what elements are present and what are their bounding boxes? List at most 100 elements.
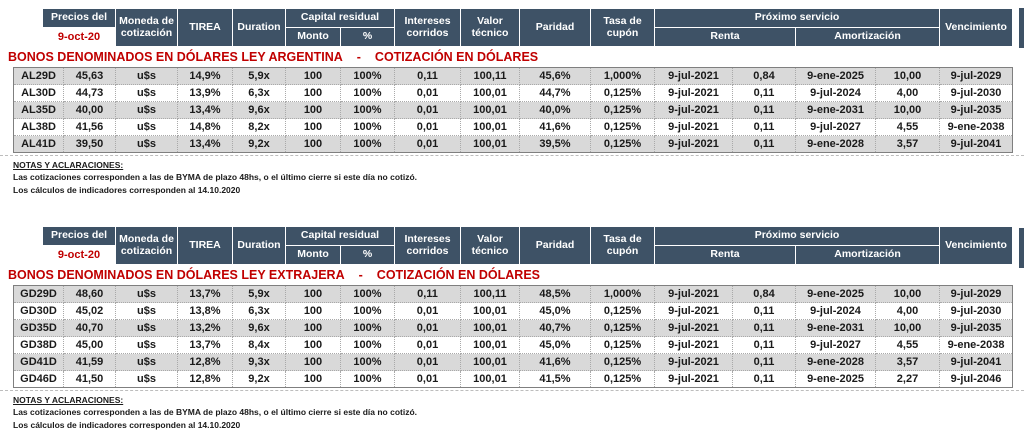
cell: 0,125% [590, 370, 655, 388]
cell: 100 [285, 353, 341, 371]
cell: 45,6% [519, 67, 591, 85]
cell: 100,01 [460, 319, 520, 337]
table-row: GD30D 45,02 u$s 13,8% 6,3x 100 100% 0,01 100,01 4… [13, 302, 1013, 320]
cell: 100 [285, 101, 341, 119]
cell: AL30D [13, 84, 64, 102]
cell: u$s [115, 118, 178, 136]
cell: u$s [115, 302, 178, 320]
notes-heading: NOTAS Y ACLARACIONES: [13, 395, 124, 405]
cell: 0,11 [732, 370, 796, 388]
cell: 100% [340, 370, 395, 388]
cell: 9-ene-2038 [939, 118, 1013, 136]
bond-data-table-extrajera: GD29D 48,60 u$s 13,7% 5,9x 100 100% 0,11 100,11 4… [13, 285, 1013, 388]
cell: 4,55 [875, 118, 940, 136]
cell: 0,11 [732, 135, 796, 153]
cell: 10,00 [875, 285, 940, 303]
cell: 0,11 [732, 302, 796, 320]
cell: u$s [115, 101, 178, 119]
cell: 9-jul-2021 [654, 118, 733, 136]
table-row: AL35D 40,00 u$s 13,4% 9,6x 100 100% 0,01 100,01 4… [13, 101, 1013, 119]
cell: 0,01 [394, 101, 461, 119]
cell: 10,00 [875, 319, 940, 337]
price-date: 9-oct-20 [42, 27, 116, 47]
cell: 100% [340, 319, 395, 337]
cell: 9-jul-2041 [939, 135, 1013, 153]
cell: 0,01 [394, 135, 461, 153]
cell: 4,00 [875, 84, 940, 102]
cell: 9-ene-2028 [795, 353, 876, 371]
notes-heading: NOTAS Y ACLARACIONES: [13, 160, 124, 170]
col-amortizacion: Amortización [795, 245, 940, 265]
cell: 8,2x [232, 118, 286, 136]
col-paridad: Paridad [519, 8, 591, 47]
cell: 100 [285, 84, 341, 102]
cell: GD30D [13, 302, 64, 320]
cell: 9-jul-2041 [939, 353, 1013, 371]
cell: 40,0% [519, 101, 591, 119]
cell: 9,6x [232, 319, 286, 337]
cutoff-column-sliver [1019, 8, 1024, 48]
cell: u$s [115, 135, 178, 153]
col-intereses-corridos: Intereses corridos [394, 226, 461, 265]
cell: 44,73 [63, 84, 116, 102]
cell: u$s [115, 370, 178, 388]
cell: 100% [340, 84, 395, 102]
col-proximo-servicio: Próximo servicio [654, 226, 940, 246]
cell: 48,5% [519, 285, 591, 303]
cell: 100,01 [460, 135, 520, 153]
col-tasa-de-cupon: Tasa de cupón [590, 226, 655, 265]
cell: 100 [285, 285, 341, 303]
cell: 0,11 [394, 67, 461, 85]
cell: 41,6% [519, 353, 591, 371]
cell: 14,9% [177, 67, 233, 85]
cell: 100,01 [460, 118, 520, 136]
cell: 5,9x [232, 285, 286, 303]
section-title-separator: - [358, 268, 363, 282]
cell: 9-jul-2030 [939, 302, 1013, 320]
cell: AL38D [13, 118, 64, 136]
cell: 9-jul-2021 [654, 285, 733, 303]
cell: 0,11 [732, 101, 796, 119]
cell: 41,6% [519, 118, 591, 136]
cell: 0,01 [394, 84, 461, 102]
cell: 9-jul-2021 [654, 101, 733, 119]
cell: 0,125% [590, 353, 655, 371]
cell: GD41D [13, 353, 64, 371]
cell: 0,125% [590, 336, 655, 354]
cell: AL29D [13, 67, 64, 85]
cell: 41,59 [63, 353, 116, 371]
cell: u$s [115, 285, 178, 303]
section-title-left: BONOS DENOMINADOS EN DÓLARES LEY EXTRAJE… [8, 268, 345, 282]
cell: 100 [285, 118, 341, 136]
section-title-right: COTIZACIÓN EN DÓLARES [376, 268, 540, 282]
cell: 9-jul-2035 [939, 319, 1013, 337]
section-title-left: BONOS DENOMINADOS EN DÓLARES LEY ARGENTI… [8, 50, 343, 64]
cell: 5,9x [232, 67, 286, 85]
column-header-table: Precios del Moneda de cotización TIREA D… [42, 226, 1013, 265]
cell: u$s [115, 336, 178, 354]
col-paridad: Paridad [519, 226, 591, 265]
cell: u$s [115, 67, 178, 85]
table-row: AL41D 39,50 u$s 13,4% 9,2x 100 100% 0,01 100,01 3… [13, 135, 1013, 153]
column-header-table: Precios del Moneda de cotización TIREA D… [42, 8, 1013, 47]
cell: 9-jul-2024 [795, 84, 876, 102]
cell: 10,00 [875, 101, 940, 119]
col-monto: Monto [285, 245, 341, 265]
cell: 9-jul-2027 [795, 336, 876, 354]
note-line: Las cotizaciones corresponden a las de B… [13, 172, 418, 182]
table-row: GD29D 48,60 u$s 13,7% 5,9x 100 100% 0,11 100,11 4… [13, 285, 1013, 303]
price-date: 9-oct-20 [42, 245, 116, 265]
note-line: Las cotizaciones corresponden a las de B… [13, 407, 418, 417]
cell: 0,11 [732, 336, 796, 354]
cell: 1,000% [590, 285, 655, 303]
table-row: GD41D 41,59 u$s 12,8% 9,3x 100 100% 0,01 100,01 4… [13, 353, 1013, 371]
cell: 45,0% [519, 302, 591, 320]
cell: 2,27 [875, 370, 940, 388]
table-row: GD46D 41,50 u$s 12,8% 9,2x 100 100% 0,01 100,01 4… [13, 370, 1013, 388]
col-intereses-corridos: Intereses corridos [394, 8, 461, 47]
cell: 100,01 [460, 101, 520, 119]
cell: 12,8% [177, 353, 233, 371]
cell: 41,50 [63, 370, 116, 388]
cell: 13,7% [177, 336, 233, 354]
